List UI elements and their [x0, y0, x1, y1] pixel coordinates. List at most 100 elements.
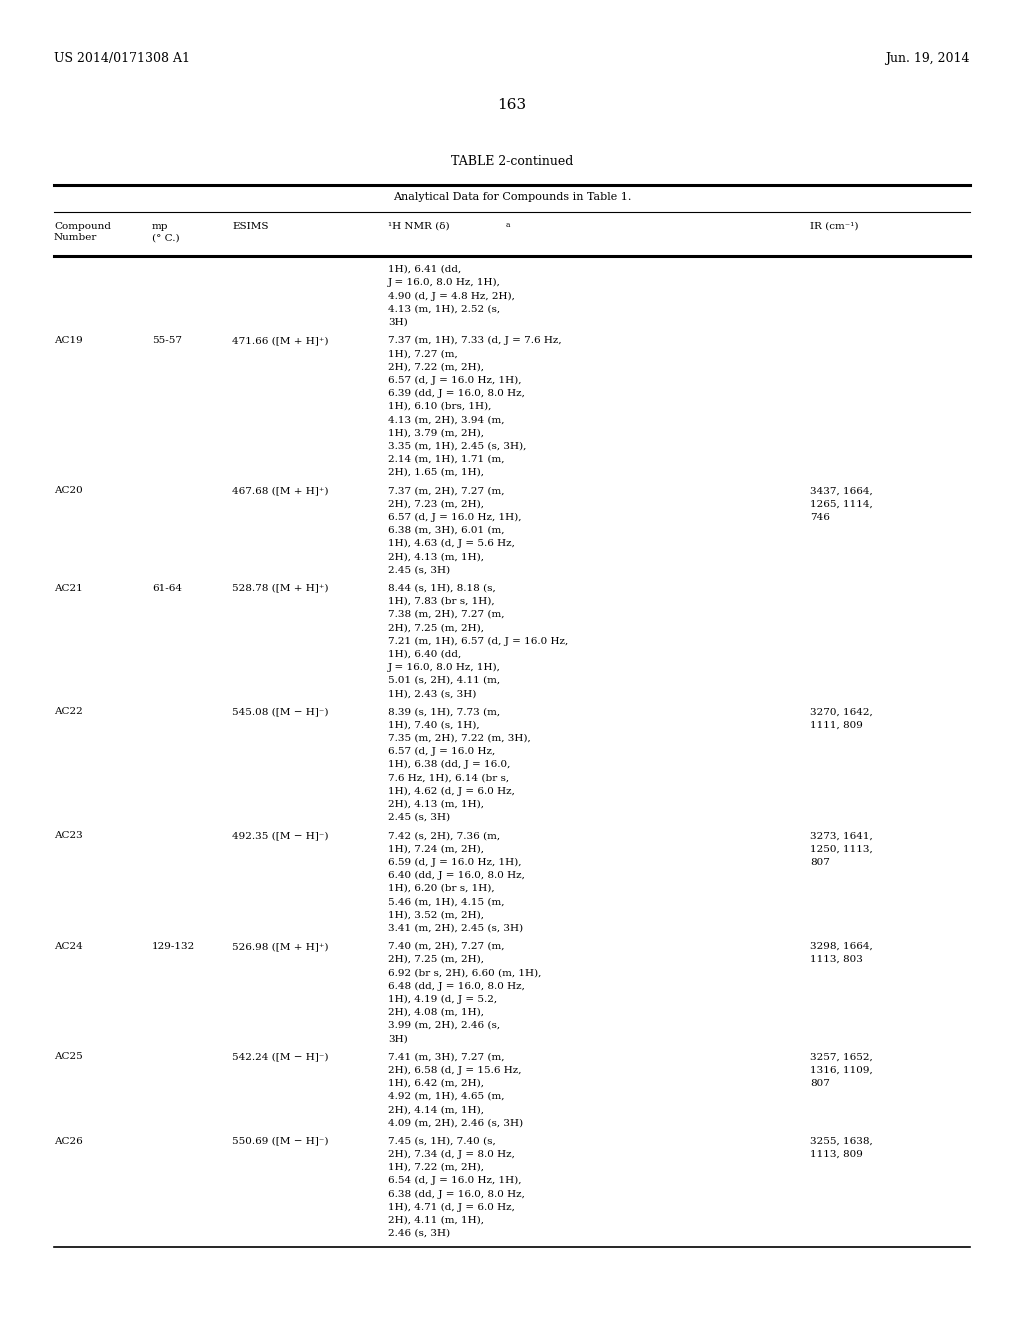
Text: 1H), 7.83 (br s, 1H),: 1H), 7.83 (br s, 1H), — [388, 597, 495, 606]
Text: 7.38 (m, 2H), 7.27 (m,: 7.38 (m, 2H), 7.27 (m, — [388, 610, 505, 619]
Text: 1316, 1109,: 1316, 1109, — [810, 1065, 872, 1074]
Text: J = 16.0, 8.0 Hz, 1H),: J = 16.0, 8.0 Hz, 1H), — [388, 663, 501, 672]
Text: 7.6 Hz, 1H), 6.14 (br s,: 7.6 Hz, 1H), 6.14 (br s, — [388, 774, 509, 783]
Text: 3257, 1652,: 3257, 1652, — [810, 1052, 872, 1061]
Text: 7.45 (s, 1H), 7.40 (s,: 7.45 (s, 1H), 7.40 (s, — [388, 1137, 496, 1146]
Text: 2H), 4.08 (m, 1H),: 2H), 4.08 (m, 1H), — [388, 1007, 484, 1016]
Text: 746: 746 — [810, 512, 829, 521]
Text: 8.39 (s, 1H), 7.73 (m,: 8.39 (s, 1H), 7.73 (m, — [388, 708, 500, 717]
Text: 129-132: 129-132 — [152, 941, 196, 950]
Text: 2H), 7.34 (d, J = 8.0 Hz,: 2H), 7.34 (d, J = 8.0 Hz, — [388, 1150, 515, 1159]
Text: 6.38 (dd, J = 16.0, 8.0 Hz,: 6.38 (dd, J = 16.0, 8.0 Hz, — [388, 1189, 525, 1199]
Text: 1H), 3.52 (m, 2H),: 1H), 3.52 (m, 2H), — [388, 911, 484, 920]
Text: 6.57 (d, J = 16.0 Hz, 1H),: 6.57 (d, J = 16.0 Hz, 1H), — [388, 376, 521, 384]
Text: 6.92 (br s, 2H), 6.60 (m, 1H),: 6.92 (br s, 2H), 6.60 (m, 1H), — [388, 968, 542, 977]
Text: 1H), 4.63 (d, J = 5.6 Hz,: 1H), 4.63 (d, J = 5.6 Hz, — [388, 539, 515, 548]
Text: 6.38 (m, 3H), 6.01 (m,: 6.38 (m, 3H), 6.01 (m, — [388, 525, 505, 535]
Text: 1250, 1113,: 1250, 1113, — [810, 845, 872, 854]
Text: 5.01 (s, 2H), 4.11 (m,: 5.01 (s, 2H), 4.11 (m, — [388, 676, 500, 685]
Text: 7.37 (m, 1H), 7.33 (d, J = 7.6 Hz,: 7.37 (m, 1H), 7.33 (d, J = 7.6 Hz, — [388, 337, 561, 345]
Text: 5.46 (m, 1H), 4.15 (m,: 5.46 (m, 1H), 4.15 (m, — [388, 898, 505, 907]
Text: 3.99 (m, 2H), 2.46 (s,: 3.99 (m, 2H), 2.46 (s, — [388, 1020, 500, 1030]
Text: 1113, 809: 1113, 809 — [810, 1150, 863, 1159]
Text: 7.35 (m, 2H), 7.22 (m, 3H),: 7.35 (m, 2H), 7.22 (m, 3H), — [388, 734, 530, 743]
Text: 4.13 (m, 1H), 2.52 (s,: 4.13 (m, 1H), 2.52 (s, — [388, 305, 500, 314]
Text: 1H), 3.79 (m, 2H),: 1H), 3.79 (m, 2H), — [388, 429, 484, 437]
Text: 2H), 7.22 (m, 2H),: 2H), 7.22 (m, 2H), — [388, 363, 484, 371]
Text: 2H), 4.13 (m, 1H),: 2H), 4.13 (m, 1H), — [388, 800, 484, 809]
Text: 6.40 (dd, J = 16.0, 8.0 Hz,: 6.40 (dd, J = 16.0, 8.0 Hz, — [388, 871, 525, 880]
Text: TABLE 2-continued: TABLE 2-continued — [451, 154, 573, 168]
Text: ¹H NMR (δ): ¹H NMR (δ) — [388, 222, 450, 231]
Text: Compound
Number: Compound Number — [54, 222, 111, 242]
Text: 8.44 (s, 1H), 8.18 (s,: 8.44 (s, 1H), 8.18 (s, — [388, 583, 496, 593]
Text: 1265, 1114,: 1265, 1114, — [810, 499, 872, 508]
Text: 4.92 (m, 1H), 4.65 (m,: 4.92 (m, 1H), 4.65 (m, — [388, 1092, 505, 1101]
Text: 2H), 7.25 (m, 2H),: 2H), 7.25 (m, 2H), — [388, 954, 484, 964]
Text: 807: 807 — [810, 858, 829, 867]
Text: 1H), 6.38 (dd, J = 16.0,: 1H), 6.38 (dd, J = 16.0, — [388, 760, 510, 770]
Text: 1H), 7.24 (m, 2H),: 1H), 7.24 (m, 2H), — [388, 845, 484, 854]
Text: 7.42 (s, 2H), 7.36 (m,: 7.42 (s, 2H), 7.36 (m, — [388, 832, 500, 841]
Text: 1H), 2.43 (s, 3H): 1H), 2.43 (s, 3H) — [388, 689, 476, 698]
Text: AC24: AC24 — [54, 941, 83, 950]
Text: J = 16.0, 8.0 Hz, 1H),: J = 16.0, 8.0 Hz, 1H), — [388, 279, 501, 288]
Text: 528.78 ([M + H]⁺): 528.78 ([M + H]⁺) — [232, 583, 329, 593]
Text: 61-64: 61-64 — [152, 583, 182, 593]
Text: 1111, 809: 1111, 809 — [810, 721, 863, 730]
Text: 1113, 803: 1113, 803 — [810, 954, 863, 964]
Text: 4.13 (m, 2H), 3.94 (m,: 4.13 (m, 2H), 3.94 (m, — [388, 416, 505, 424]
Text: 3H): 3H) — [388, 318, 408, 327]
Text: 545.08 ([M − H]⁻): 545.08 ([M − H]⁻) — [232, 708, 329, 717]
Text: Jun. 19, 2014: Jun. 19, 2014 — [886, 51, 970, 65]
Text: 550.69 ([M − H]⁻): 550.69 ([M − H]⁻) — [232, 1137, 329, 1146]
Text: 807: 807 — [810, 1078, 829, 1088]
Text: 1H), 6.20 (br s, 1H),: 1H), 6.20 (br s, 1H), — [388, 884, 495, 894]
Text: 1H), 7.22 (m, 2H),: 1H), 7.22 (m, 2H), — [388, 1163, 484, 1172]
Text: 3273, 1641,: 3273, 1641, — [810, 832, 872, 841]
Text: 6.54 (d, J = 16.0 Hz, 1H),: 6.54 (d, J = 16.0 Hz, 1H), — [388, 1176, 521, 1185]
Text: US 2014/0171308 A1: US 2014/0171308 A1 — [54, 51, 190, 65]
Text: 2H), 7.25 (m, 2H),: 2H), 7.25 (m, 2H), — [388, 623, 484, 632]
Text: AC19: AC19 — [54, 337, 83, 345]
Text: 2H), 6.58 (d, J = 15.6 Hz,: 2H), 6.58 (d, J = 15.6 Hz, — [388, 1065, 521, 1074]
Text: AC22: AC22 — [54, 708, 83, 717]
Text: 7.41 (m, 3H), 7.27 (m,: 7.41 (m, 3H), 7.27 (m, — [388, 1052, 505, 1061]
Text: 2.45 (s, 3H): 2.45 (s, 3H) — [388, 565, 451, 574]
Text: IR (cm⁻¹): IR (cm⁻¹) — [810, 222, 858, 231]
Text: 1H), 6.10 (brs, 1H),: 1H), 6.10 (brs, 1H), — [388, 403, 492, 411]
Text: 3437, 1664,: 3437, 1664, — [810, 486, 872, 495]
Text: 3298, 1664,: 3298, 1664, — [810, 941, 872, 950]
Text: 6.59 (d, J = 16.0 Hz, 1H),: 6.59 (d, J = 16.0 Hz, 1H), — [388, 858, 521, 867]
Text: 2.14 (m, 1H), 1.71 (m,: 2.14 (m, 1H), 1.71 (m, — [388, 455, 505, 463]
Text: 4.90 (d, J = 4.8 Hz, 2H),: 4.90 (d, J = 4.8 Hz, 2H), — [388, 292, 515, 301]
Text: AC25: AC25 — [54, 1052, 83, 1061]
Text: 467.68 ([M + H]⁺): 467.68 ([M + H]⁺) — [232, 486, 329, 495]
Text: 471.66 ([M + H]⁺): 471.66 ([M + H]⁺) — [232, 337, 329, 345]
Text: 6.48 (dd, J = 16.0, 8.0 Hz,: 6.48 (dd, J = 16.0, 8.0 Hz, — [388, 981, 525, 990]
Text: 1H), 7.27 (m,: 1H), 7.27 (m, — [388, 350, 458, 358]
Text: 2H), 4.13 (m, 1H),: 2H), 4.13 (m, 1H), — [388, 552, 484, 561]
Text: 2H), 4.11 (m, 1H),: 2H), 4.11 (m, 1H), — [388, 1216, 484, 1225]
Text: 6.57 (d, J = 16.0 Hz, 1H),: 6.57 (d, J = 16.0 Hz, 1H), — [388, 512, 521, 521]
Text: Analytical Data for Compounds in Table 1.: Analytical Data for Compounds in Table 1… — [393, 191, 631, 202]
Text: 7.40 (m, 2H), 7.27 (m,: 7.40 (m, 2H), 7.27 (m, — [388, 941, 505, 950]
Text: 2H), 7.23 (m, 2H),: 2H), 7.23 (m, 2H), — [388, 499, 484, 508]
Text: 3255, 1638,: 3255, 1638, — [810, 1137, 872, 1146]
Text: 4.09 (m, 2H), 2.46 (s, 3H): 4.09 (m, 2H), 2.46 (s, 3H) — [388, 1118, 523, 1127]
Text: 55-57: 55-57 — [152, 337, 182, 345]
Text: 3H): 3H) — [388, 1034, 408, 1043]
Text: AC23: AC23 — [54, 832, 83, 841]
Text: 542.24 ([M − H]⁻): 542.24 ([M − H]⁻) — [232, 1052, 329, 1061]
Text: 526.98 ([M + H]⁺): 526.98 ([M + H]⁺) — [232, 941, 329, 950]
Text: ESIMS: ESIMS — [232, 222, 268, 231]
Text: AC20: AC20 — [54, 486, 83, 495]
Text: 7.21 (m, 1H), 6.57 (d, J = 16.0 Hz,: 7.21 (m, 1H), 6.57 (d, J = 16.0 Hz, — [388, 636, 568, 645]
Text: 1H), 7.40 (s, 1H),: 1H), 7.40 (s, 1H), — [388, 721, 479, 730]
Text: 6.39 (dd, J = 16.0, 8.0 Hz,: 6.39 (dd, J = 16.0, 8.0 Hz, — [388, 389, 525, 397]
Text: 3.35 (m, 1H), 2.45 (s, 3H),: 3.35 (m, 1H), 2.45 (s, 3H), — [388, 442, 526, 450]
Text: 7.37 (m, 2H), 7.27 (m,: 7.37 (m, 2H), 7.27 (m, — [388, 486, 505, 495]
Text: 1H), 4.19 (d, J = 5.2,: 1H), 4.19 (d, J = 5.2, — [388, 994, 497, 1003]
Text: mp
(° C.): mp (° C.) — [152, 222, 179, 242]
Text: 1H), 4.62 (d, J = 6.0 Hz,: 1H), 4.62 (d, J = 6.0 Hz, — [388, 787, 515, 796]
